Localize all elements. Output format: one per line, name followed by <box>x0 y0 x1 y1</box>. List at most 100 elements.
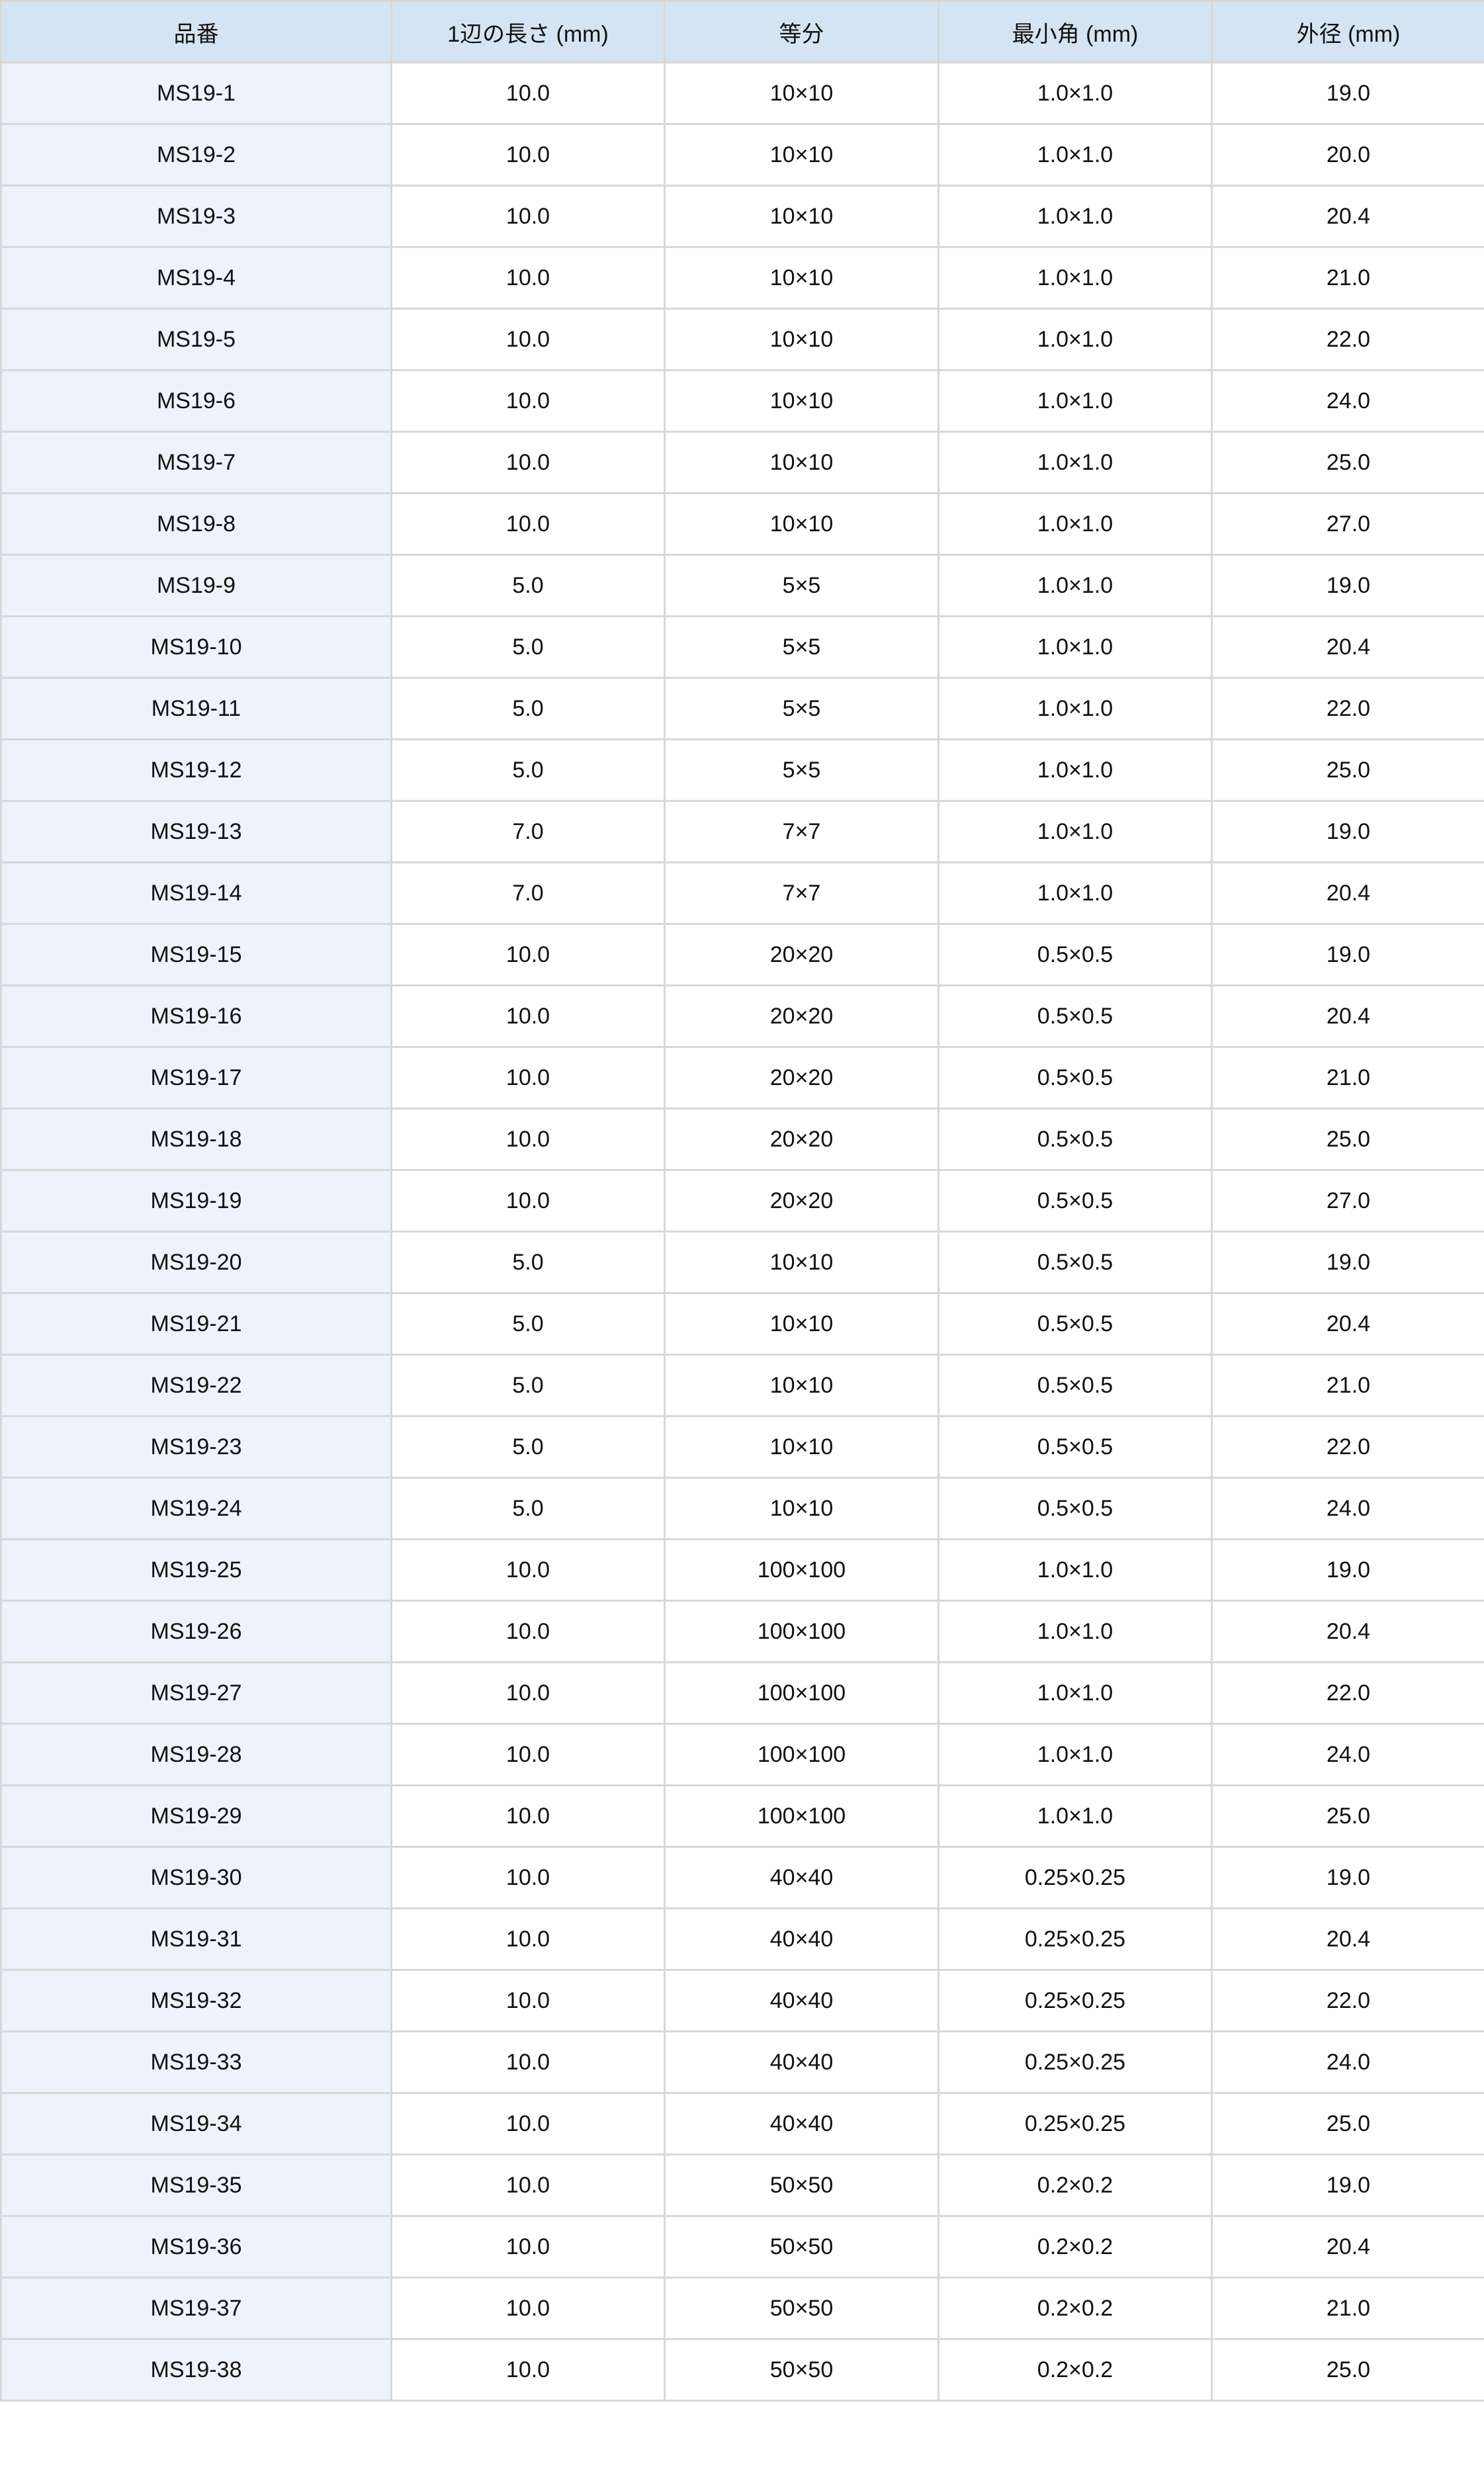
side-length-cell: 10.0 <box>390 2215 666 2279</box>
table-row: MS19-24 5.0 10×10 0.5×0.5 24.0 <box>0 1477 1484 1540</box>
part-number-cell: MS19-28 <box>0 1723 392 1786</box>
divisions-cell: 5×5 <box>664 615 939 679</box>
side-length-cell: 10.0 <box>390 1907 666 1971</box>
outer-diameter-cell: 19.0 <box>1211 1538 1484 1602</box>
side-length-cell: 10.0 <box>390 1723 666 1786</box>
table-row: MS19-29 10.0 100×100 1.0×1.0 25.0 <box>0 1784 1484 1848</box>
table-row: MS19-11 5.0 5×5 1.0×1.0 22.0 <box>0 677 1484 740</box>
header-part-number: 品番 <box>0 0 392 64</box>
divisions-cell: 10×10 <box>664 185 939 248</box>
divisions-cell: 20×20 <box>664 1046 939 1109</box>
min-square-cell: 0.5×0.5 <box>938 984 1213 1048</box>
side-length-cell: 10.0 <box>390 2338 666 2402</box>
table-row: MS19-4 10.0 10×10 1.0×1.0 21.0 <box>0 246 1484 310</box>
outer-diameter-cell: 22.0 <box>1211 1969 1484 2032</box>
outer-diameter-cell: 19.0 <box>1211 554 1484 617</box>
divisions-cell: 5×5 <box>664 677 939 740</box>
divisions-cell: 20×20 <box>664 984 939 1048</box>
divisions-cell: 10×10 <box>664 1292 939 1356</box>
part-number-cell: MS19-32 <box>0 1969 392 2032</box>
part-number-cell: MS19-37 <box>0 2277 392 2340</box>
side-length-cell: 10.0 <box>390 185 666 248</box>
min-square-cell: 0.5×0.5 <box>938 1354 1213 1417</box>
side-length-cell: 10.0 <box>390 2277 666 2340</box>
outer-diameter-cell: 20.4 <box>1211 2215 1484 2279</box>
outer-diameter-cell: 22.0 <box>1211 677 1484 740</box>
min-square-cell: 0.25×0.25 <box>938 1907 1213 1971</box>
side-length-cell: 10.0 <box>390 1846 666 1909</box>
outer-diameter-cell: 25.0 <box>1211 2338 1484 2402</box>
header-divisions: 等分 <box>664 0 939 64</box>
part-number-cell: MS19-27 <box>0 1661 392 1725</box>
side-length-cell: 5.0 <box>390 1292 666 1356</box>
outer-diameter-cell: 22.0 <box>1211 308 1484 371</box>
side-length-cell: 7.0 <box>390 800 666 863</box>
side-length-cell: 10.0 <box>390 1969 666 2032</box>
min-square-cell: 1.0×1.0 <box>938 554 1213 617</box>
divisions-cell: 40×40 <box>664 1846 939 1909</box>
part-number-cell: MS19-13 <box>0 800 392 863</box>
part-number-cell: MS19-23 <box>0 1415 392 1479</box>
part-number-cell: MS19-11 <box>0 677 392 740</box>
part-number-cell: MS19-25 <box>0 1538 392 1602</box>
part-number-cell: MS19-26 <box>0 1600 392 1663</box>
min-square-cell: 1.0×1.0 <box>938 800 1213 863</box>
part-number-cell: MS19-36 <box>0 2215 392 2279</box>
divisions-cell: 50×50 <box>664 2277 939 2340</box>
table-row: MS19-20 5.0 10×10 0.5×0.5 19.0 <box>0 1231 1484 1294</box>
min-square-cell: 0.25×0.25 <box>938 2092 1213 2155</box>
table-row: MS19-31 10.0 40×40 0.25×0.25 20.4 <box>0 1907 1484 1971</box>
outer-diameter-cell: 20.4 <box>1211 185 1484 248</box>
part-number-cell: MS19-24 <box>0 1477 392 1540</box>
min-square-cell: 0.5×0.5 <box>938 1292 1213 1356</box>
divisions-cell: 40×40 <box>664 2030 939 2094</box>
table-body: MS19-1 10.0 10×10 1.0×1.0 19.0 MS19-2 10.0 10×1… <box>0 62 1484 2402</box>
min-square-cell: 0.5×0.5 <box>938 1108 1213 1171</box>
side-length-cell: 5.0 <box>390 615 666 679</box>
min-square-cell: 1.0×1.0 <box>938 677 1213 740</box>
side-length-cell: 10.0 <box>390 62 666 125</box>
table-row: MS19-6 10.0 10×10 1.0×1.0 24.0 <box>0 369 1484 433</box>
outer-diameter-cell: 20.0 <box>1211 123 1484 187</box>
outer-diameter-cell: 20.4 <box>1211 861 1484 925</box>
table-row: MS19-19 10.0 20×20 0.5×0.5 27.0 <box>0 1169 1484 1233</box>
table-row: MS19-28 10.0 100×100 1.0×1.0 24.0 <box>0 1723 1484 1786</box>
side-length-cell: 10.0 <box>390 123 666 187</box>
divisions-cell: 10×10 <box>664 308 939 371</box>
table-row: MS19-16 10.0 20×20 0.5×0.5 20.4 <box>0 984 1484 1048</box>
outer-diameter-cell: 25.0 <box>1211 1108 1484 1171</box>
side-length-cell: 10.0 <box>390 246 666 310</box>
part-number-cell: MS19-17 <box>0 1046 392 1109</box>
outer-diameter-cell: 20.4 <box>1211 1292 1484 1356</box>
side-length-cell: 7.0 <box>390 861 666 925</box>
min-square-cell: 1.0×1.0 <box>938 185 1213 248</box>
header-min-square: 最小角 (mm) <box>938 0 1213 64</box>
part-number-cell: MS19-6 <box>0 369 392 433</box>
table-row: MS19-17 10.0 20×20 0.5×0.5 21.0 <box>0 1046 1484 1109</box>
side-length-cell: 5.0 <box>390 1231 666 1294</box>
part-number-cell: MS19-22 <box>0 1354 392 1417</box>
part-number-cell: MS19-16 <box>0 984 392 1048</box>
min-square-cell: 0.5×0.5 <box>938 1477 1213 1540</box>
divisions-cell: 40×40 <box>664 1907 939 1971</box>
outer-diameter-cell: 27.0 <box>1211 1169 1484 1233</box>
divisions-cell: 20×20 <box>664 1169 939 1233</box>
divisions-cell: 100×100 <box>664 1538 939 1602</box>
divisions-cell: 50×50 <box>664 2338 939 2402</box>
part-number-cell: MS19-33 <box>0 2030 392 2094</box>
table-row: MS19-22 5.0 10×10 0.5×0.5 21.0 <box>0 1354 1484 1417</box>
divisions-cell: 5×5 <box>664 554 939 617</box>
header-outer-diameter: 外径 (mm) <box>1211 0 1484 64</box>
divisions-cell: 10×10 <box>664 1354 939 1417</box>
min-square-cell: 0.2×0.2 <box>938 2338 1213 2402</box>
divisions-cell: 20×20 <box>664 1108 939 1171</box>
table-row: MS19-10 5.0 5×5 1.0×1.0 20.4 <box>0 615 1484 679</box>
side-length-cell: 10.0 <box>390 369 666 433</box>
outer-diameter-cell: 20.4 <box>1211 1907 1484 1971</box>
min-square-cell: 1.0×1.0 <box>938 369 1213 433</box>
outer-diameter-cell: 20.4 <box>1211 984 1484 1048</box>
min-square-cell: 0.5×0.5 <box>938 1415 1213 1479</box>
side-length-cell: 10.0 <box>390 1169 666 1233</box>
part-number-cell: MS19-30 <box>0 1846 392 1909</box>
min-square-cell: 1.0×1.0 <box>938 246 1213 310</box>
